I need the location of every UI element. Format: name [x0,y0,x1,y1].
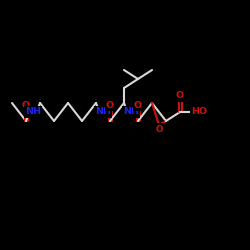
Text: O: O [106,100,114,110]
Text: NH: NH [95,108,111,116]
Text: O: O [134,100,142,110]
Text: O: O [176,92,184,100]
Text: O: O [22,100,30,110]
Text: NH: NH [25,108,41,116]
Text: O: O [155,124,163,134]
Text: HO: HO [191,108,207,116]
Text: NH: NH [123,108,139,116]
